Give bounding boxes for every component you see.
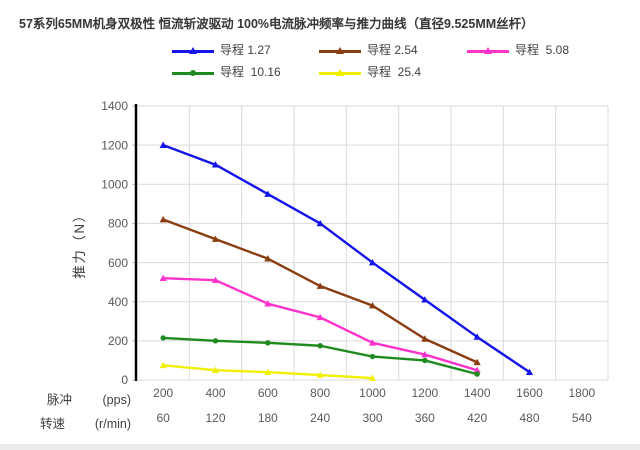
data-point-marker [160, 335, 166, 341]
y-tick-label: 200 [108, 334, 128, 348]
series-line [161, 277, 479, 372]
legend-item-lead-25-4: 导程 25.4 [319, 65, 421, 80]
data-point-marker [211, 366, 220, 374]
legend-line-sample [319, 45, 361, 57]
circle-marker-icon [190, 69, 196, 76]
data-point-marker [369, 353, 376, 360]
x-tick-label-rpm: 180 [258, 411, 278, 425]
x-tick-label-pps: 400 [205, 386, 225, 400]
x-tick-label-rpm: 120 [205, 411, 225, 425]
x-tick-label-rpm: 240 [310, 411, 330, 425]
x-tick-label-pps: 1400 [464, 386, 491, 400]
data-point-marker [421, 296, 429, 303]
data-point-marker [264, 300, 272, 307]
x-tick-label-pps: 1800 [568, 386, 595, 400]
x-tick-label-pps: 800 [310, 386, 330, 400]
triangle-marker-icon [336, 68, 344, 76]
x-tick-label-rpm: 360 [415, 411, 435, 425]
x-tick-label-pps: 1000 [359, 386, 386, 400]
y-tick-label: 1000 [101, 177, 128, 191]
x-tick-label-pps: 600 [258, 386, 278, 400]
y-tick-label: 600 [108, 256, 128, 270]
data-point-marker [159, 215, 167, 223]
data-point-marker [473, 358, 481, 366]
legend-label: 导程 25.4 [367, 65, 422, 79]
chart-title: 57系列65MM机身双极性 恒流斩波驱动 100%电流脉冲频率与推力曲线（直径9… [19, 17, 534, 31]
legend-label: 导程 1.27 [220, 43, 271, 57]
y-tick-label: 1200 [101, 138, 128, 152]
legend-item-lead-10-16: 导程 10.16 [172, 65, 281, 80]
data-point-marker [211, 276, 220, 283]
x-axis-row1-name: 脉冲 [47, 392, 72, 407]
x-tick-label-pps: 1600 [516, 386, 543, 400]
legend-item-lead-2-54: 导程 2.54 [319, 43, 418, 58]
data-point-marker [316, 313, 324, 321]
x-tick-label-rpm: 480 [519, 411, 539, 425]
legend-label: 导程 5.08 [515, 43, 570, 57]
legend-item-lead-1-27: 导程 1.27 [172, 43, 271, 58]
legend-label: 导程 2.54 [367, 43, 418, 57]
legend-line-sample [319, 67, 361, 79]
data-point-marker [422, 357, 428, 364]
legend-line-sample [172, 67, 214, 79]
y-tick-label: 800 [108, 217, 128, 231]
y-tick-label: 0 [121, 373, 128, 387]
x-tick-label-pps: 1200 [411, 386, 438, 400]
data-point-marker [473, 366, 481, 374]
data-point-marker [421, 350, 429, 358]
data-point-marker [368, 374, 377, 381]
x-tick-label-rpm: 420 [467, 411, 487, 425]
chart-plot-area: 0 200 400 600 800 1000 1200 1400 200 400 600 800 100… [101, 99, 609, 425]
y-tick-label: 400 [108, 295, 128, 309]
data-point-marker [316, 219, 324, 227]
data-point-marker [159, 274, 167, 282]
data-point-marker [264, 368, 272, 375]
data-point-marker [368, 258, 377, 266]
data-point-marker [421, 335, 429, 342]
legend-line-sample [172, 45, 214, 57]
y-axis-title: 推力（N） [72, 207, 87, 278]
series-line [161, 143, 531, 374]
legend-item-lead-5-08: 导程 5.08 [467, 43, 569, 58]
x-axis-row2-unit: (r/min) [95, 417, 131, 431]
data-point-marker [159, 361, 167, 369]
data-point-marker [316, 371, 324, 378]
triangle-marker-icon [484, 46, 492, 54]
legend-line-sample [467, 45, 509, 57]
data-point-marker [317, 343, 323, 349]
data-point-marker [211, 235, 220, 242]
x-axis-row1-unit: (pps) [103, 393, 131, 407]
x-tick-label-pps: 200 [153, 386, 173, 400]
data-point-marker [211, 161, 220, 168]
data-point-marker [264, 190, 272, 197]
y-tick-label: 1400 [101, 99, 128, 113]
window-bottom-edge [0, 444, 640, 450]
data-point-marker [159, 141, 167, 148]
data-point-marker [474, 371, 480, 377]
data-point-marker [264, 255, 272, 262]
data-point-marker [212, 338, 219, 344]
data-point-marker [265, 340, 271, 346]
data-point-marker [368, 302, 377, 309]
triangle-marker-icon [189, 46, 197, 54]
data-point-marker [525, 368, 534, 375]
x-axis-row2-name: 转速 [40, 416, 66, 431]
legend-label: 导程 10.16 [220, 65, 281, 79]
data-point-marker [368, 339, 377, 346]
triangle-marker-icon [336, 46, 344, 54]
x-tick-label-rpm: 300 [362, 411, 382, 425]
data-point-marker [316, 282, 324, 289]
x-tick-label-rpm: 540 [572, 411, 592, 425]
data-point-marker [473, 333, 481, 340]
x-tick-label-rpm: 60 [156, 411, 170, 425]
